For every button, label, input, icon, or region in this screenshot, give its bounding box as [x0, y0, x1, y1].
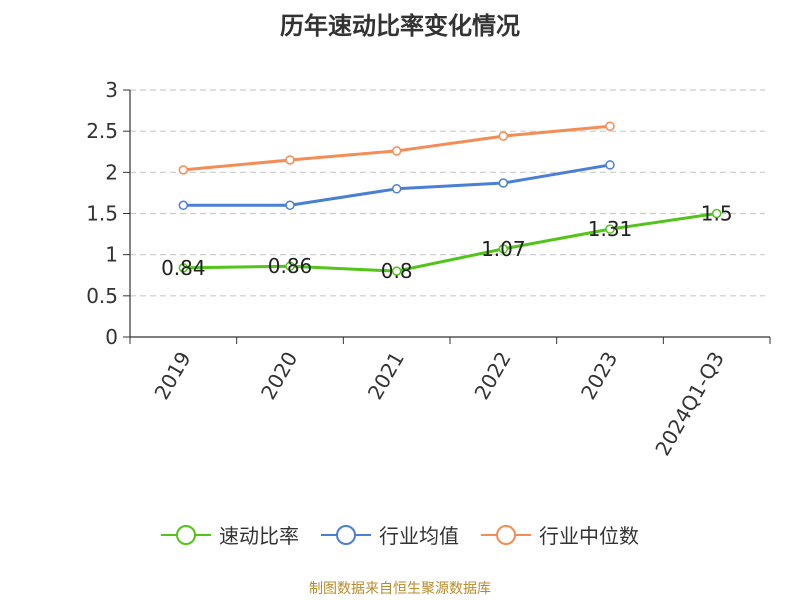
data-label: 0.86: [268, 254, 313, 278]
data-label: 0.84: [161, 256, 206, 280]
y-tick-label: 2.5: [86, 119, 118, 143]
data-point-1: [391, 184, 402, 194]
x-tick-label: 2023: [576, 348, 622, 404]
data-point-2: [391, 146, 402, 156]
y-tick-label: 1: [105, 243, 118, 267]
x-tick-label: 2024Q1-Q3: [650, 348, 729, 460]
data-label: 1.5: [701, 202, 733, 226]
y-tick-label: 1.5: [86, 202, 118, 226]
data-point-0: [605, 224, 615, 234]
legend-label-2: 行业中位数: [539, 524, 639, 548]
data-point-1: [178, 200, 189, 211]
legend-label-1: 行业均值: [379, 524, 459, 548]
data-point-0: [285, 261, 295, 271]
y-tick-label: 0: [105, 325, 118, 349]
legend-swatch-1: [321, 524, 371, 545]
legend-swatch-2: [481, 524, 531, 545]
legend-item-0[interactable]: 速动比率: [161, 520, 299, 549]
legend-item-1[interactable]: 行业均值: [321, 520, 459, 549]
data-point-0: [178, 263, 189, 273]
x-tick-label: 2020: [256, 348, 302, 404]
data-point-2: [178, 165, 189, 175]
data-label: 1.07: [481, 237, 526, 261]
y-tick-label: 3: [105, 78, 118, 102]
source-note: 制图数据来自恒生聚源数据库: [309, 581, 491, 597]
chart-legend: 速动比率 行业均值 行业中位数: [0, 520, 800, 549]
data-point-2: [498, 131, 509, 141]
data-label: 1.31: [588, 217, 633, 241]
data-point-0: [391, 266, 402, 276]
data-label: 0.8: [381, 259, 413, 283]
legend-item-2[interactable]: 行业中位数: [481, 520, 639, 549]
chart-title: 历年速动比率变化情况: [280, 12, 520, 40]
data-point-1: [285, 200, 295, 211]
legend-swatch-0: [161, 524, 211, 545]
data-point-2: [605, 121, 615, 131]
data-point-1: [605, 160, 615, 170]
series-line-0: [183, 212, 717, 273]
y-tick-label: 2: [105, 160, 118, 184]
data-point-1: [498, 178, 509, 188]
y-tick-label: 0.5: [86, 284, 118, 308]
data-point-0: [498, 244, 509, 254]
legend-label-0: 速动比率: [219, 524, 299, 548]
x-tick-label: 2019: [149, 348, 195, 404]
x-tick-label: 2022: [469, 348, 515, 404]
data-point-2: [285, 155, 295, 165]
x-tick-label: 2021: [363, 348, 409, 404]
data-point-0: [711, 208, 722, 219]
